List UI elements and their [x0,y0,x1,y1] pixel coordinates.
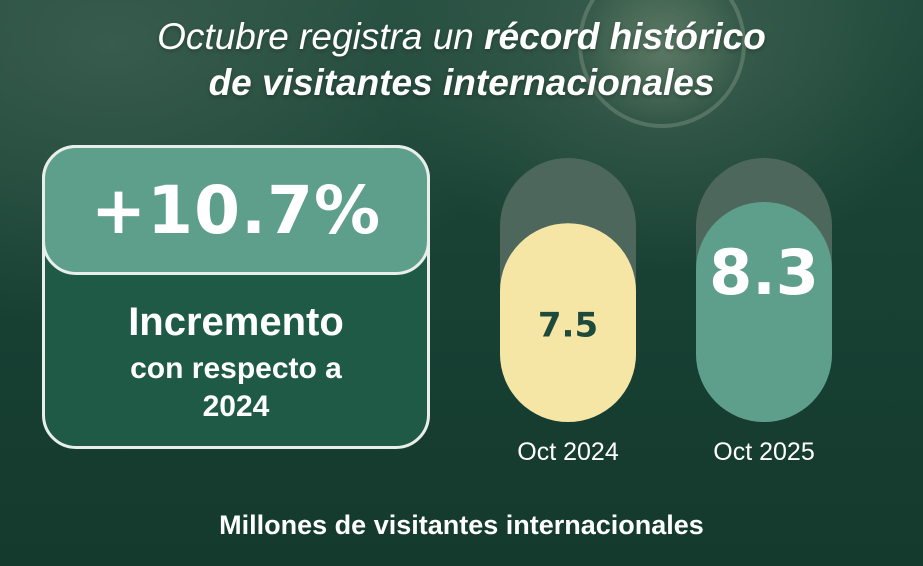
page-title: Octubre registra un récord histórico de … [0,14,923,106]
increase-sublabel: con respecto a 2024 [130,352,342,423]
increase-percent: +10.7% [90,171,382,249]
bar-category-label: Oct 2024 [517,438,619,466]
bar-oct-2025 [696,202,832,422]
increase-stat-header: +10.7% [42,145,430,275]
bar-value-label: 7.5 [538,306,598,346]
increase-label: Incremento [128,300,344,344]
bar-category-label: Oct 2025 [713,438,814,466]
title-line-2: de visitantes internacionales [208,62,715,103]
increase-stat-card: +10.7% Incremento con respecto a 2024 [42,145,430,449]
bar-value-label: 8.3 [709,236,819,309]
title-bold-part: récord histórico [484,16,766,57]
bar-oct-2024 [500,223,636,422]
title-part-1: Octubre registra un [157,16,485,57]
chart-caption: Millones de visitantes internacionales [219,510,704,540]
visitors-bar-chart: 7.5 Oct 2024 8.3 Oct 2025 [500,158,832,466]
